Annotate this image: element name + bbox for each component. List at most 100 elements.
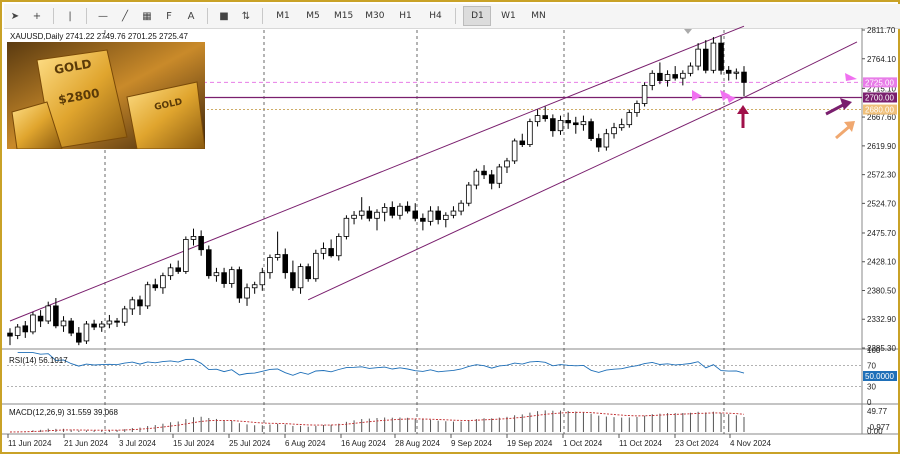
timeframe-m5[interactable]: M5 bbox=[306, 11, 320, 21]
candle-body bbox=[657, 72, 663, 81]
candle-body bbox=[76, 332, 82, 343]
candle-body bbox=[519, 140, 526, 145]
macd-tick-label: 49.77 bbox=[867, 407, 888, 416]
candle-body bbox=[741, 71, 747, 83]
candle-body bbox=[504, 160, 510, 168]
candle-body bbox=[167, 267, 174, 277]
price-tick-label: 2764.10 bbox=[867, 55, 896, 64]
date-tick-label: 16 Aug 2024 bbox=[341, 439, 386, 448]
text-icon[interactable]: A bbox=[187, 10, 195, 22]
candle-body bbox=[7, 332, 13, 337]
candle-body bbox=[244, 287, 250, 299]
candle-body bbox=[542, 115, 548, 120]
price-tick-label: 2619.90 bbox=[867, 142, 896, 151]
candle-body bbox=[641, 84, 648, 104]
toolbar-separator bbox=[53, 8, 54, 24]
candle-body bbox=[274, 254, 281, 258]
timeframe-m30[interactable]: M30 bbox=[365, 11, 385, 21]
rsi-tick-label: 100 bbox=[867, 346, 881, 355]
vertical-line-icon[interactable]: | bbox=[68, 10, 72, 22]
date-tick-label: 23 Oct 2024 bbox=[675, 439, 719, 448]
symbol-header: XAUUSD,Daily 2741.22 2749.76 2701.25 272… bbox=[10, 32, 188, 41]
candle-body bbox=[83, 323, 90, 342]
candle-body bbox=[381, 207, 388, 213]
candle-body bbox=[129, 299, 136, 310]
price-tick-label: 2380.50 bbox=[867, 286, 896, 295]
candle-body bbox=[175, 267, 181, 272]
crosshair-icon[interactable]: + bbox=[32, 10, 42, 22]
date-tick-label: 28 Aug 2024 bbox=[395, 439, 440, 448]
candle-body bbox=[626, 112, 633, 126]
dark-arrow-icon bbox=[840, 98, 852, 110]
candle-body bbox=[53, 305, 59, 327]
candle-body bbox=[458, 202, 464, 212]
orange-arrow-icon bbox=[835, 124, 851, 140]
timeframe-d1[interactable]: D1 bbox=[463, 6, 492, 26]
horizontal-line-icon[interactable]: — bbox=[98, 10, 108, 22]
candle-body bbox=[358, 210, 365, 216]
svg-text:GOLD: GOLD bbox=[53, 57, 93, 77]
candle-body bbox=[267, 257, 273, 274]
timeframe-h1[interactable]: H1 bbox=[399, 11, 412, 21]
candle-body bbox=[336, 236, 342, 257]
channel-icon[interactable]: ▦ bbox=[142, 10, 152, 22]
candle-body bbox=[565, 120, 571, 124]
timeframe-h4[interactable]: H4 bbox=[429, 11, 442, 21]
candle-body bbox=[320, 248, 327, 254]
candle-body bbox=[465, 184, 472, 204]
candle-body bbox=[412, 210, 418, 219]
rsi-tick-label: 0 bbox=[867, 398, 872, 407]
pink-arrow-icon bbox=[845, 73, 857, 81]
candle-body bbox=[634, 103, 640, 113]
trendline-icon[interactable]: ╱ bbox=[121, 10, 129, 22]
candle-body bbox=[389, 207, 396, 216]
candle-body bbox=[695, 48, 701, 67]
candle-body bbox=[718, 42, 724, 71]
candle-body bbox=[703, 48, 709, 71]
rsi-level-box bbox=[863, 371, 897, 381]
candle-body bbox=[603, 133, 610, 148]
channel-upper-line bbox=[9, 25, 745, 322]
arrows-icon[interactable]: ⇅ bbox=[241, 10, 251, 22]
candle-body bbox=[687, 65, 694, 74]
candle-body bbox=[680, 72, 686, 79]
toolbar-separator bbox=[455, 8, 457, 24]
dark-arrow-icon bbox=[825, 102, 846, 116]
toolbar-separator bbox=[86, 8, 87, 24]
date-tick-label: 4 Nov 2024 bbox=[730, 439, 771, 448]
candle-body bbox=[481, 170, 487, 176]
candle-body bbox=[397, 205, 403, 216]
timeframe-mn[interactable]: MN bbox=[531, 11, 546, 21]
candle-body bbox=[251, 284, 258, 289]
candle-body bbox=[60, 320, 67, 327]
candle-body bbox=[664, 74, 671, 81]
gray-marker bbox=[684, 29, 692, 34]
rsi-tick-label: 30 bbox=[867, 382, 876, 391]
candle-body bbox=[106, 320, 113, 325]
candle-body bbox=[488, 174, 495, 184]
rsi-tick-label: 70 bbox=[867, 362, 876, 371]
timeframe-m15[interactable]: M15 bbox=[334, 11, 354, 21]
timeframe-w1[interactable]: W1 bbox=[501, 11, 516, 21]
price-tick-label: 2811.70 bbox=[867, 26, 896, 35]
macd-tick-label: -0.977 bbox=[867, 423, 890, 432]
candle-body bbox=[206, 249, 212, 277]
candle-body bbox=[45, 305, 51, 322]
candle-body bbox=[534, 115, 541, 123]
candle-body bbox=[37, 315, 44, 322]
cursor-icon[interactable]: ➤ bbox=[10, 10, 20, 22]
price-label-text: 2700.00 bbox=[865, 93, 894, 102]
candle-body bbox=[144, 284, 151, 307]
candle-body bbox=[435, 210, 441, 220]
candle-body bbox=[511, 140, 518, 162]
date-tick-label: 6 Aug 2024 bbox=[285, 439, 326, 448]
candle-body bbox=[374, 211, 380, 219]
candle-body bbox=[649, 72, 656, 86]
timeframe-m1[interactable]: M1 bbox=[276, 11, 290, 21]
rectangle-icon[interactable]: ■ bbox=[219, 10, 229, 22]
candle-body bbox=[573, 122, 579, 126]
price-tick-label: 2524.70 bbox=[867, 199, 896, 208]
candle-body bbox=[725, 69, 732, 74]
fibonacci-icon[interactable]: F bbox=[166, 10, 172, 22]
